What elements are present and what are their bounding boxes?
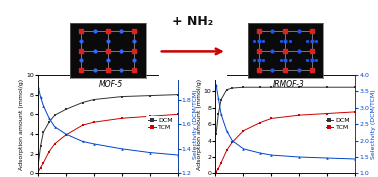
Text: + NH₂: + NH₂ [172, 15, 213, 28]
Legend: DCM, TCM: DCM, TCM [146, 116, 175, 132]
Text: MOF-5: MOF-5 [98, 80, 122, 89]
Y-axis label: Selectivity (DCM/TCM): Selectivity (DCM/TCM) [193, 89, 198, 159]
Y-axis label: Adsorption amount (mmol/g): Adsorption amount (mmol/g) [197, 79, 202, 170]
Text: IRMOF-3: IRMOF-3 [272, 80, 304, 89]
Legend: DCM, TCM: DCM, TCM [324, 116, 352, 132]
Y-axis label: Selectivity (DCM/TCM): Selectivity (DCM/TCM) [371, 89, 376, 159]
Y-axis label: Adsorption amount (mmol/g): Adsorption amount (mmol/g) [20, 79, 25, 170]
